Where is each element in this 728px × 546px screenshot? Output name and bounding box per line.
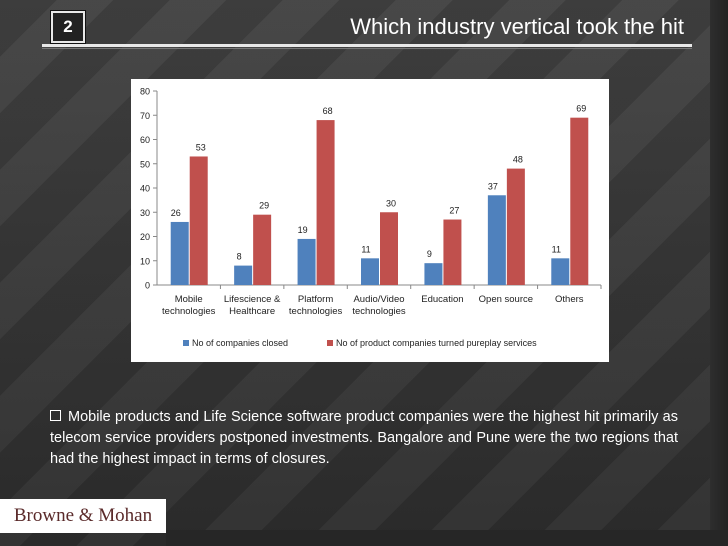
bar-closed — [297, 238, 316, 285]
bar-closed — [170, 221, 189, 285]
slide-title: Which industry vertical took the hit — [350, 14, 684, 39]
bar-closed — [487, 195, 506, 285]
bar-pureplay — [443, 219, 462, 285]
bar-closed — [361, 258, 379, 285]
x-tick-label: Audio/Video — [353, 294, 404, 305]
y-tick-label: 70 — [140, 111, 150, 121]
y-tick-label: 30 — [140, 208, 150, 218]
x-tick-label: Platform — [298, 294, 333, 305]
data-label: 26 — [171, 208, 181, 218]
data-label: 37 — [488, 181, 498, 191]
bar-pureplay — [380, 212, 398, 285]
bar-closed — [424, 263, 443, 285]
data-label: 68 — [323, 106, 333, 116]
data-label: 11 — [552, 244, 561, 254]
x-tick-label: Others — [555, 294, 584, 305]
x-tick-label: Healthcare — [229, 306, 275, 317]
y-tick-label: 60 — [140, 135, 150, 145]
x-tick-label: Mobile — [175, 294, 203, 305]
bar-pureplay — [189, 156, 208, 285]
bottom-band-decoration — [166, 530, 728, 546]
y-tick-label: 10 — [140, 256, 150, 266]
bar-pureplay — [570, 117, 589, 285]
data-label: 9 — [427, 249, 432, 259]
x-tick-label: Lifescience & — [224, 294, 281, 305]
bullet-text: Mobile products and Life Science softwar… — [50, 409, 678, 467]
legend-label: No of companies closed — [192, 338, 288, 348]
bar-chart: 010203040506070802653Mobiletechnologies8… — [140, 87, 602, 348]
slide-number: 2 — [51, 11, 85, 43]
y-tick-label: 40 — [140, 184, 150, 194]
bar-pureplay — [253, 214, 272, 285]
checkbox-bullet-icon — [50, 410, 61, 421]
y-tick-label: 50 — [140, 159, 150, 169]
data-label: 19 — [298, 225, 308, 235]
bar-pureplay — [506, 168, 525, 285]
company-logo: Browne & Mohan — [0, 499, 166, 533]
title-underline-shadow — [42, 48, 692, 49]
data-label: 30 — [386, 198, 396, 208]
data-label: 11 — [361, 244, 370, 254]
legend-swatch — [183, 340, 189, 346]
data-label: 27 — [449, 206, 459, 216]
legend-label: No of product companies turned pureplay … — [336, 338, 537, 348]
y-tick-label: 20 — [140, 232, 150, 242]
x-tick-label: Open source — [479, 294, 533, 305]
data-label: 48 — [513, 155, 523, 165]
right-edge-decoration — [710, 0, 728, 546]
bullet-paragraph: Mobile products and Life Science softwar… — [50, 407, 678, 470]
y-tick-label: 0 — [145, 281, 150, 291]
x-tick-label: technologies — [289, 306, 343, 317]
bar-closed — [234, 265, 253, 285]
data-label: 53 — [196, 142, 206, 152]
data-label: 69 — [576, 104, 586, 114]
x-tick-label: technologies — [352, 306, 406, 317]
x-tick-label: Education — [421, 294, 463, 305]
x-tick-label: technologies — [162, 306, 216, 317]
bar-pureplay — [316, 120, 335, 285]
chart-panel: 0 10 20 30 40 50 60 70 80 26 53 Mobile technologies 8… — [131, 79, 609, 362]
legend-swatch — [327, 340, 333, 346]
title-underline — [42, 44, 692, 47]
data-label: 29 — [259, 201, 269, 211]
data-label: 8 — [237, 252, 242, 262]
bar-closed — [551, 258, 570, 285]
y-tick-label: 80 — [140, 87, 150, 97]
